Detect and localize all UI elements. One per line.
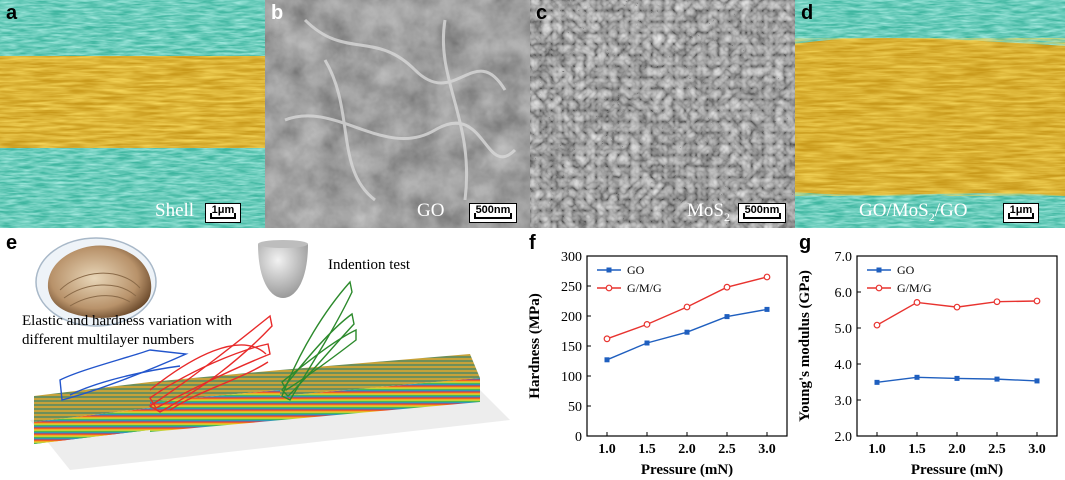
panel-label-f: f [529, 232, 536, 254]
panel-label-e: e [6, 232, 18, 254]
modulus-chart-panel: g 2.0 3.0 4.0 5.0 6.0 7.0 1.0 1.5 2.0 2.5 3.0 Press… [795, 230, 1065, 480]
legend-label: G/M/G [627, 281, 662, 295]
sem-caption-composite: GO/MoS2/GO [859, 200, 968, 224]
data-point [994, 376, 1000, 382]
legend-marker [605, 284, 613, 292]
data-point [764, 306, 770, 312]
legend-label: GO [627, 263, 645, 277]
data-point [723, 283, 731, 291]
schematic-panel: e Indention test Elastic and hardness va… [0, 230, 525, 480]
data-point [953, 303, 961, 311]
x-tick-label: 3.0 [758, 442, 776, 457]
panel-label-b: b [271, 2, 284, 24]
data-point [644, 340, 650, 346]
x-tick-label: 1.0 [598, 442, 616, 457]
sem-panel-composite: d GO/MoS2/GO 1μm [795, 0, 1065, 228]
data-point [873, 321, 881, 329]
scale-bar-c: 500nm [738, 203, 786, 223]
scale-bar-a: 1μm [205, 203, 241, 223]
x-axis-title: Pressure (mN) [641, 462, 733, 478]
scale-bar-b: 500nm [469, 203, 517, 223]
x-tick-label: 2.0 [678, 442, 696, 457]
modulus-chart: 2.0 3.0 4.0 5.0 6.0 7.0 1.0 1.5 2.0 2.5 3.0 Pressur… [797, 250, 1058, 478]
y-tick-label: 250 [561, 280, 582, 295]
y-axis-title: Young's modulus (GPa) [797, 270, 813, 422]
x-tick-label: 1.5 [638, 442, 656, 457]
panel-label-a: a [6, 2, 18, 24]
schematic-illustration [30, 237, 510, 470]
indenter-tip [258, 244, 308, 298]
y-tick-label: 3.0 [835, 394, 853, 409]
data-point [1033, 297, 1041, 305]
scale-bar-d: 1μm [1003, 203, 1039, 223]
data-point [914, 374, 920, 380]
data-point [993, 298, 1001, 306]
panel-label-c: c [536, 2, 548, 24]
x-tick-label: 2.5 [718, 442, 736, 457]
legend-marker [606, 267, 612, 273]
data-point [683, 303, 691, 311]
panel-label-g: g [799, 232, 812, 254]
y-tick-label: 100 [561, 370, 582, 385]
plot-frame [856, 255, 1058, 437]
y-tick-label: 7.0 [835, 250, 853, 265]
data-point [603, 335, 611, 343]
y-tick-label: 50 [568, 400, 582, 415]
sem-caption-mos2: MoS2 [687, 200, 730, 224]
hardness-chart: 0 50 100 150 200 250 300 1.0 1.5 2.0 2.5 3.0 Pressur… [527, 250, 788, 478]
data-point [874, 379, 880, 385]
x-tick-label: 2.0 [948, 442, 966, 457]
x-tick-label: 3.0 [1028, 442, 1046, 457]
sem-image-shell [0, 0, 265, 228]
sem-panel-mos2: c MoS2 500nm [530, 0, 795, 228]
data-point [684, 329, 690, 335]
y-tick-label: 5.0 [835, 322, 853, 337]
data-point [954, 375, 960, 381]
sem-panel-shell: a Shell 1μm [0, 0, 265, 228]
legend-marker [876, 267, 882, 273]
data-point [913, 299, 921, 306]
legend-label: G/M/G [897, 281, 932, 295]
x-tick-label: 2.5 [988, 442, 1006, 457]
legend-label: GO [897, 263, 915, 277]
y-tick-label: 2.0 [835, 430, 853, 445]
data-point [763, 273, 771, 281]
elastic-hardness-label-line2: different multilayer numbers [22, 332, 195, 348]
sem-caption-shell: Shell [155, 200, 195, 221]
y-tick-label: 150 [561, 340, 582, 355]
elastic-hardness-label-line1: Elastic and hardness variation with [22, 313, 232, 329]
data-point [1034, 378, 1040, 384]
plot-frame [586, 255, 788, 437]
y-tick-label: 0 [575, 430, 582, 445]
x-tick-label: 1.0 [868, 442, 886, 457]
x-tick-label: 1.5 [908, 442, 926, 457]
indention-test-label: Indention test [328, 257, 411, 273]
sem-image-mos2 [530, 0, 795, 228]
y-tick-label: 4.0 [835, 358, 853, 373]
sem-image-composite [795, 0, 1065, 228]
panel-label-d: d [801, 2, 814, 24]
data-point [604, 357, 610, 363]
hardness-chart-panel: f 0 50 100 150 200 250 300 1.0 1.5 2.0 2.5 3.0 Press… [525, 230, 795, 480]
y-axis-title: Hardness (MPa) [527, 293, 543, 398]
sem-panel-go: b GO 500nm [265, 0, 530, 228]
y-tick-label: 6.0 [835, 286, 853, 301]
y-tick-label: 300 [561, 250, 582, 265]
data-point [643, 320, 651, 328]
sem-image-go [265, 0, 530, 228]
sem-caption-go: GO [417, 200, 445, 221]
legend-marker [875, 284, 883, 292]
data-point [724, 314, 730, 320]
y-tick-label: 200 [561, 310, 582, 325]
x-axis-title: Pressure (mN) [911, 462, 1003, 478]
